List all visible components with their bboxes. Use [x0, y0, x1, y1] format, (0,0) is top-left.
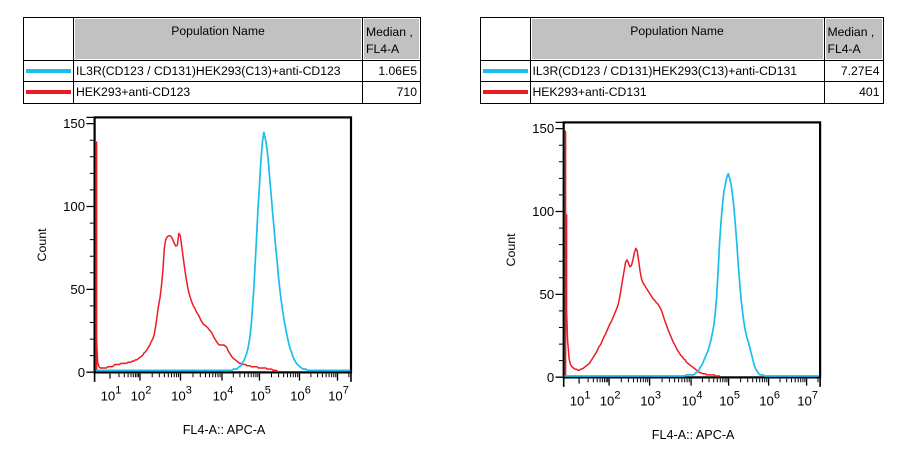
svg-text:106: 106 — [290, 385, 311, 404]
svg-text:100: 100 — [532, 204, 554, 219]
svg-text:101: 101 — [101, 385, 122, 404]
svg-text:50: 50 — [70, 282, 85, 297]
svg-text:105: 105 — [719, 390, 740, 409]
svg-text:50: 50 — [540, 287, 555, 302]
svg-text:104: 104 — [213, 385, 234, 404]
svg-text:102: 102 — [131, 385, 152, 404]
svg-text:Count: Count — [504, 233, 518, 267]
svg-text:150: 150 — [532, 121, 554, 136]
svg-text:FL4-A:: APC-A: FL4-A:: APC-A — [183, 423, 266, 437]
svg-text:101: 101 — [570, 390, 591, 409]
svg-text:Count: Count — [35, 228, 49, 262]
svg-text:105: 105 — [250, 385, 271, 404]
svg-text:103: 103 — [640, 390, 661, 409]
svg-text:100: 100 — [63, 199, 85, 214]
svg-text:103: 103 — [171, 385, 192, 404]
svg-text:107: 107 — [328, 385, 349, 404]
svg-text:107: 107 — [797, 390, 818, 409]
svg-text:0: 0 — [547, 370, 554, 385]
svg-text:150: 150 — [63, 116, 85, 131]
svg-text:104: 104 — [682, 390, 703, 409]
svg-text:102: 102 — [600, 390, 621, 409]
svg-text:FL4-A:: APC-A: FL4-A:: APC-A — [652, 428, 735, 442]
svg-text:0: 0 — [78, 365, 85, 380]
svg-text:106: 106 — [759, 390, 780, 409]
